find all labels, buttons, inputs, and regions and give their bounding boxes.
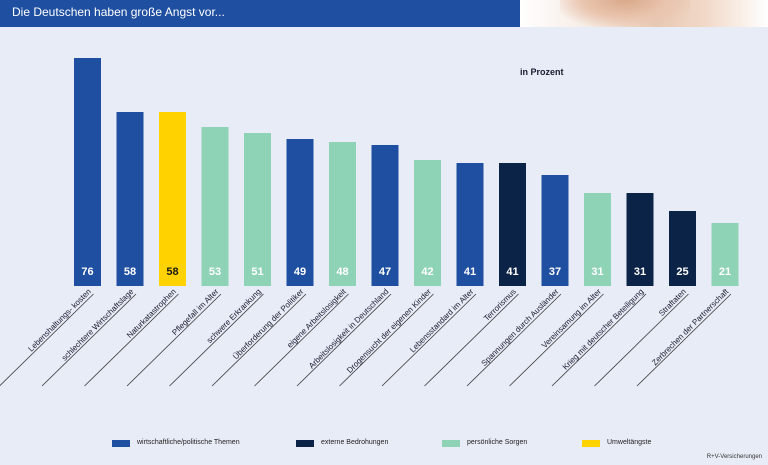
category-leader-line bbox=[0, 293, 94, 387]
category-label: Überforderung der Politiker bbox=[231, 287, 306, 362]
bar-8 bbox=[371, 145, 399, 286]
chart-panel: in Prozent 76 Lebenshaltungs- kosten 58 sch… bbox=[0, 27, 768, 465]
bar-value-label: 47 bbox=[379, 266, 391, 278]
bar-15 bbox=[669, 211, 696, 286]
bar-6 bbox=[286, 139, 314, 286]
bar-9 bbox=[414, 160, 441, 286]
bar-value-label: 53 bbox=[209, 266, 221, 278]
category-leader-line bbox=[339, 293, 434, 387]
legend-label: externe Bedrohungen bbox=[321, 439, 389, 446]
category-leader-line bbox=[41, 293, 137, 387]
bar-value-label: 37 bbox=[549, 266, 561, 278]
category-leader-line bbox=[126, 293, 222, 387]
legend-swatch bbox=[296, 440, 314, 447]
category-leader-line bbox=[84, 293, 179, 387]
bar-value-label: 31 bbox=[591, 266, 603, 278]
category-leader-line bbox=[466, 293, 562, 387]
category-label: Straftaten bbox=[657, 287, 688, 318]
category-leader-line bbox=[381, 293, 477, 387]
bar-10 bbox=[456, 163, 484, 286]
category-label: Krieg mit deutscher Beteiligung bbox=[561, 287, 646, 372]
bar-value-label: 31 bbox=[634, 266, 646, 278]
bar-value-label: 51 bbox=[251, 266, 263, 278]
category-leader-line bbox=[594, 293, 689, 387]
header-bar: Die Deutschen haben große Angst vor... bbox=[0, 0, 520, 27]
category-leader-line bbox=[551, 293, 647, 387]
legend: wirtschaftliche/politische Themen externe… bbox=[0, 438, 768, 452]
bar-4 bbox=[201, 127, 229, 286]
unit-label: in Prozent bbox=[520, 67, 564, 77]
bar-value-label: 48 bbox=[336, 266, 348, 278]
category-leader-line bbox=[169, 293, 264, 387]
bar-14 bbox=[626, 193, 654, 286]
bar-16 bbox=[711, 223, 739, 286]
category-leader-line bbox=[211, 293, 307, 387]
category-leader-line bbox=[254, 293, 349, 387]
category-leader-line bbox=[636, 293, 732, 387]
category-label: Arbeitslosigkeit in Deutschland bbox=[307, 287, 390, 370]
bar-value-label: 41 bbox=[506, 266, 518, 278]
bar-value-label: 58 bbox=[124, 266, 136, 278]
category-label: Terrorismus bbox=[482, 287, 518, 323]
bar-3 bbox=[159, 112, 186, 286]
category-leader-line bbox=[296, 293, 392, 387]
bar-5 bbox=[244, 133, 271, 286]
legend-swatch bbox=[112, 440, 130, 447]
legend-label: wirtschaftliche/politische Themen bbox=[137, 439, 240, 446]
bar-1 bbox=[74, 58, 101, 286]
bar-value-label: 21 bbox=[719, 266, 731, 278]
bar-value-label: 58 bbox=[166, 266, 178, 278]
bar-value-label: 49 bbox=[294, 266, 306, 278]
source-note: R+V-Versicherungen bbox=[706, 454, 762, 460]
bar-value-label: 76 bbox=[81, 266, 93, 278]
bar-value-label: 25 bbox=[676, 266, 688, 278]
bar-11 bbox=[499, 163, 526, 286]
legend-label: persönliche Sorgen bbox=[467, 439, 528, 446]
header-photo-face bbox=[560, 0, 690, 27]
bar-7 bbox=[329, 142, 356, 286]
legend-swatch bbox=[442, 440, 460, 447]
category-leader-line bbox=[424, 293, 519, 387]
category-label: schlechtere Wirtschaftslage bbox=[60, 287, 136, 363]
category-label: Zerbrechen der Partnerschaft bbox=[650, 287, 731, 368]
category-label: Spannungen durch Ausländer bbox=[480, 287, 561, 368]
bar-13 bbox=[584, 193, 611, 286]
bar-value-label: 42 bbox=[421, 266, 433, 278]
category-label: Drogensucht der eigenen Kinder bbox=[345, 287, 433, 375]
category-leader-line bbox=[509, 293, 604, 387]
bar-2 bbox=[116, 112, 144, 286]
bar-12 bbox=[541, 175, 569, 286]
bar-value-label: 41 bbox=[464, 266, 476, 278]
chart-title: Die Deutschen haben große Angst vor... bbox=[12, 5, 225, 19]
legend-swatch bbox=[582, 440, 600, 447]
legend-label: Umweltängste bbox=[607, 439, 652, 446]
